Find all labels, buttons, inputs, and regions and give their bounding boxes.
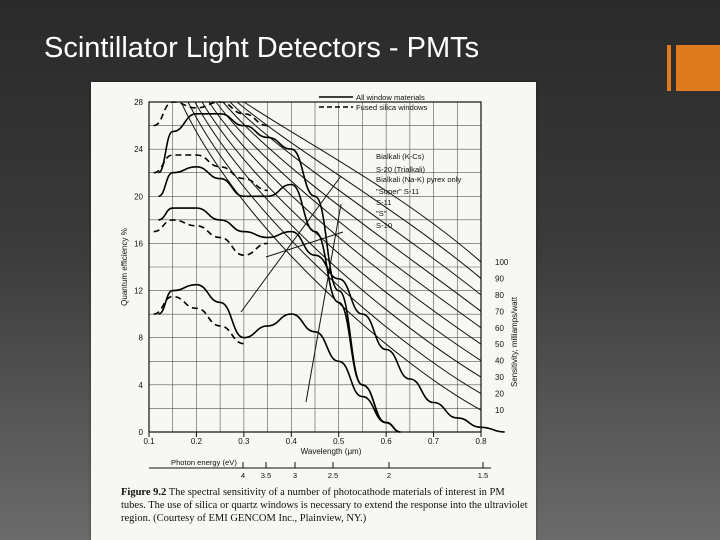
- sensitivity-isoline: [229, 101, 482, 296]
- qe-curve: [158, 207, 505, 433]
- accent-square: [676, 45, 720, 91]
- photon-energy-tick-label: 4: [241, 471, 245, 480]
- legend-entry: "S": [376, 209, 387, 218]
- sensitivity-label: 30: [495, 373, 504, 382]
- x-tick-label: 0.6: [381, 437, 393, 446]
- sensitivity-isoline: [243, 101, 482, 263]
- sensitivity-isoline: [187, 101, 482, 394]
- qe-curve: [153, 219, 268, 257]
- caption-label: Figure 9.2: [121, 487, 167, 498]
- legend-entry: Bialkali (Na-K) pyrex only: [376, 175, 461, 184]
- y-tick-label: 12: [134, 287, 143, 296]
- sensitivity-label: 10: [495, 406, 504, 415]
- sensitivity-isolines: [180, 101, 482, 411]
- x-tick-label: 0.8: [475, 437, 487, 446]
- sensitivity-isoline: [236, 101, 482, 279]
- x-tick-label: 0.4: [286, 437, 298, 446]
- x-tick-label: 0.3: [238, 437, 250, 446]
- qe-curve: [153, 101, 268, 127]
- sensitivity-isoline: [208, 101, 482, 345]
- qe-curve: [158, 165, 401, 433]
- y-tick-label: 8: [139, 334, 144, 343]
- photon-energy-tick-label: 2.5: [328, 471, 339, 480]
- slide-title: Scintillator Light Detectors - PMTs: [44, 32, 480, 64]
- photon-energy-tick-label: 3: [293, 471, 297, 480]
- photon-energy-tick-label: 1.5: [478, 471, 489, 480]
- leader-line: [240, 175, 342, 313]
- sensitivity-label: 60: [495, 324, 504, 333]
- legend-entry: Bialkali (K-Cs): [376, 152, 425, 161]
- y-tick-label: 16: [134, 239, 143, 248]
- qe-curve: [158, 113, 401, 433]
- legend-entry: "Super" S-11: [376, 187, 419, 196]
- y-axis-title: Quantum efficiency %: [120, 228, 129, 306]
- legend-entry: S-11: [376, 198, 391, 207]
- legend-entry: Fused silica windows: [356, 103, 428, 112]
- sensitivity-label: 50: [495, 340, 504, 349]
- photon-energy-title: Photon energy (eV): [171, 458, 237, 467]
- sensitivity-label: 20: [495, 390, 504, 399]
- sensitivity-label: 70: [495, 307, 504, 316]
- chart-figure: 100 90 80 70 60 50 40 30 20 10 0.1 0.2 0.3 0.4 0.5 0.6 0…: [91, 82, 536, 540]
- sensitivity-label: 80: [495, 291, 504, 300]
- accent-bar: [667, 45, 671, 91]
- plot-frame: [148, 101, 482, 433]
- x-tick-label: 0.7: [428, 437, 440, 446]
- y2-axis-title: Sensitivity, milliamps/watt: [510, 296, 519, 387]
- y-tick-label: 28: [134, 98, 143, 107]
- leader-line: [265, 231, 344, 258]
- photon-energy-tick-label: 3.5: [261, 471, 272, 480]
- chart-grid: [148, 101, 482, 433]
- y-tick-label: 20: [134, 192, 143, 201]
- qe-curve: [158, 283, 401, 433]
- x-tick-label: 0.5: [333, 437, 345, 446]
- qe-curve: [153, 154, 268, 192]
- sensitivity-label: 100: [495, 258, 509, 267]
- x-tick-label: 0.1: [143, 437, 155, 446]
- legend-entry: S-20 (Trialkali): [376, 165, 426, 174]
- sensitivity-label: 40: [495, 357, 504, 366]
- sensitivity-label: 90: [495, 274, 504, 283]
- caption-text: The spectral sensitivity of a number of …: [121, 487, 528, 524]
- figure-caption: Figure 9.2 The spectral sensitivity of a…: [121, 486, 531, 525]
- x-axis-title: Wavelength (μm): [301, 447, 362, 456]
- x-tick-label: 0.2: [191, 437, 203, 446]
- sensitivity-isoline: [194, 101, 482, 378]
- y-tick-label: 24: [134, 145, 143, 154]
- photon-energy-tick-label: 2: [387, 471, 391, 480]
- sensitivity-isoline: [222, 101, 482, 312]
- legend-entry: S-10: [376, 221, 392, 230]
- y-tick-label: 0: [139, 428, 144, 437]
- sensitivity-isoline: [180, 101, 482, 411]
- y-tick-label: 4: [139, 381, 144, 390]
- leader-line: [305, 203, 342, 403]
- qe-curves: [153, 101, 505, 433]
- qe-curve: [153, 295, 245, 345]
- sensitivity-isoline: [201, 101, 482, 362]
- legend-entry: All window materials: [356, 93, 425, 102]
- sensitivity-isoline: [215, 101, 482, 329]
- chart-axes: [148, 101, 491, 469]
